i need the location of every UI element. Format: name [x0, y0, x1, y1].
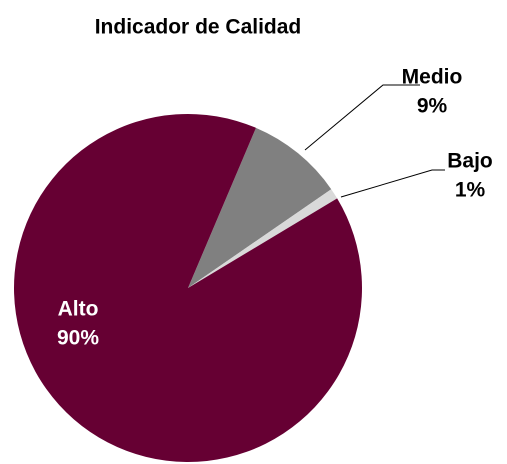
leader-line [304, 84, 420, 151]
slice-label: Bajo [447, 150, 493, 173]
slice-label: Alto [58, 298, 99, 321]
value-label: 1% [455, 179, 486, 202]
slice-label: Medio [402, 66, 463, 89]
pie-slice [188, 127, 332, 288]
pie-slice [14, 114, 363, 462]
leader-line [340, 169, 445, 198]
pie-slice [188, 189, 338, 288]
chart-title: Indicador de Calidad [95, 16, 302, 39]
value-label: 9% [417, 95, 448, 118]
value-label: 90% [57, 327, 99, 350]
